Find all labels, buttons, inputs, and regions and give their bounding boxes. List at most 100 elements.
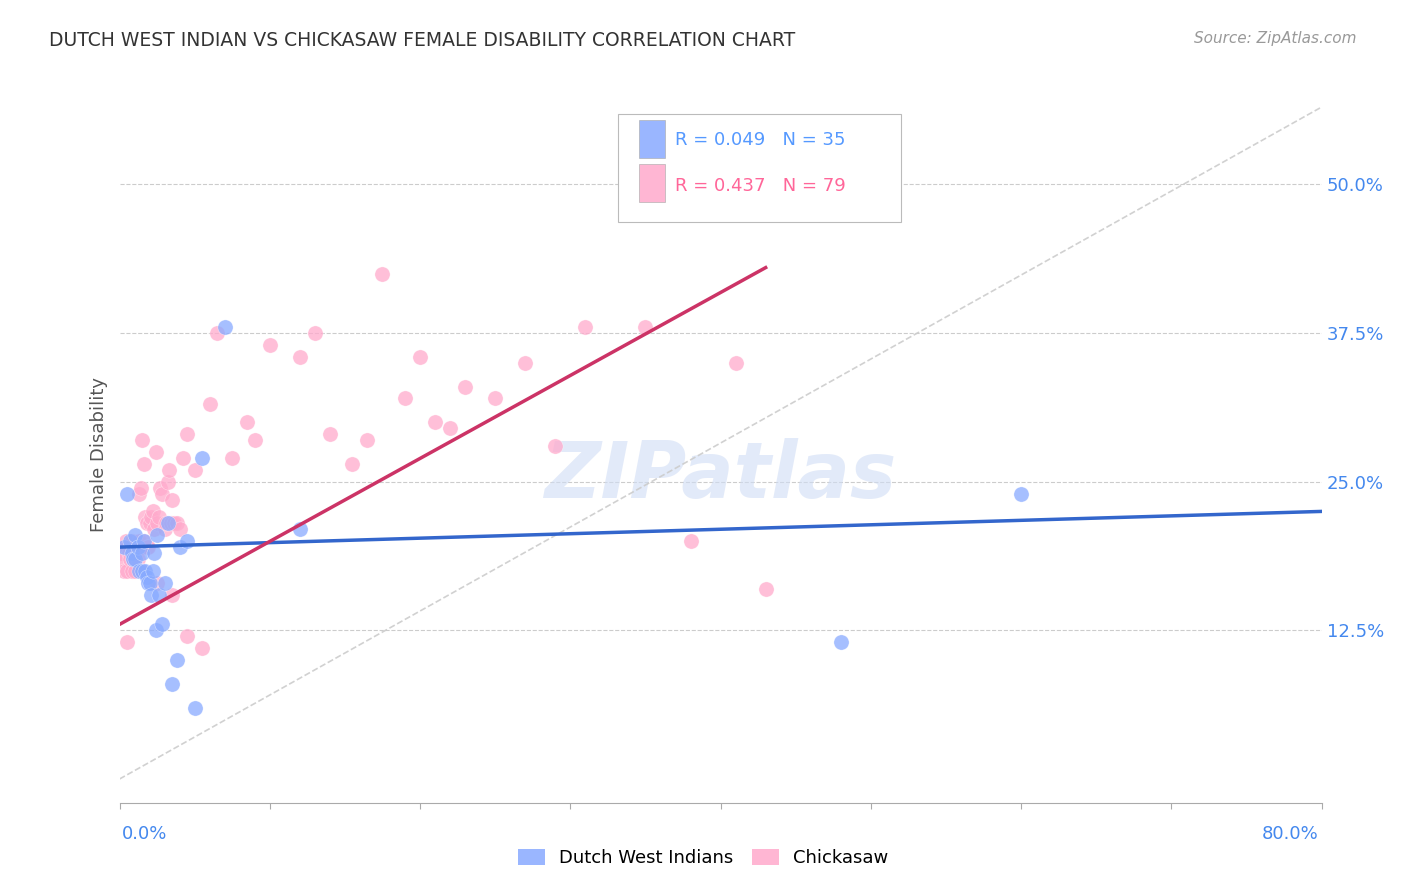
Point xyxy=(259,338,281,352)
Point xyxy=(148,588,170,602)
Point xyxy=(111,540,134,554)
Point xyxy=(198,397,221,411)
Point xyxy=(128,486,150,500)
Point xyxy=(124,552,146,566)
Text: Source: ZipAtlas.com: Source: ZipAtlas.com xyxy=(1194,31,1357,46)
Point xyxy=(423,415,446,429)
Point xyxy=(121,564,143,578)
Point xyxy=(112,564,135,578)
Point xyxy=(288,522,311,536)
Point xyxy=(135,540,157,554)
Point xyxy=(176,629,198,643)
Point xyxy=(214,320,236,334)
Point xyxy=(131,564,153,578)
Point xyxy=(118,534,141,549)
Point xyxy=(169,522,191,536)
Point xyxy=(371,267,394,281)
Point xyxy=(121,534,143,549)
Point xyxy=(156,516,179,531)
Y-axis label: Female Disability: Female Disability xyxy=(90,377,108,533)
Point xyxy=(145,624,167,638)
Point xyxy=(679,534,702,549)
Point xyxy=(409,350,432,364)
Point xyxy=(439,421,461,435)
Point xyxy=(830,635,852,649)
Point xyxy=(146,575,169,590)
Point xyxy=(157,463,180,477)
Point xyxy=(112,552,135,566)
Point xyxy=(142,504,165,518)
Point xyxy=(131,546,153,560)
Point xyxy=(319,427,342,442)
Point xyxy=(143,522,166,536)
Point xyxy=(160,677,183,691)
Point xyxy=(115,564,138,578)
Point xyxy=(454,379,477,393)
Point xyxy=(131,564,153,578)
Point xyxy=(243,433,266,447)
Point xyxy=(135,570,157,584)
Point xyxy=(172,450,194,465)
Point xyxy=(150,617,173,632)
Point xyxy=(160,492,183,507)
Point xyxy=(205,326,228,340)
Point xyxy=(288,350,311,364)
Point xyxy=(124,564,146,578)
Point xyxy=(304,326,326,340)
Point xyxy=(755,582,778,596)
Point xyxy=(634,320,657,334)
Point xyxy=(149,481,172,495)
Text: DUTCH WEST INDIAN VS CHICKASAW FEMALE DISABILITY CORRELATION CHART: DUTCH WEST INDIAN VS CHICKASAW FEMALE DI… xyxy=(49,31,796,50)
Point xyxy=(128,534,150,549)
Point xyxy=(159,516,181,531)
Point xyxy=(156,475,179,489)
Point xyxy=(128,564,150,578)
Point xyxy=(394,392,416,406)
Point xyxy=(136,540,159,554)
Point xyxy=(1010,486,1032,500)
Point xyxy=(115,486,138,500)
Point xyxy=(139,588,162,602)
Text: ZIPatlas: ZIPatlas xyxy=(544,438,897,514)
Point xyxy=(544,439,567,453)
Point xyxy=(138,575,160,590)
Point xyxy=(142,564,165,578)
Point xyxy=(724,356,747,370)
Point xyxy=(134,510,156,524)
Text: R = 0.049   N = 35: R = 0.049 N = 35 xyxy=(675,131,845,149)
Point xyxy=(132,534,155,549)
Point xyxy=(146,528,169,542)
Point xyxy=(125,546,148,560)
Point xyxy=(183,700,205,714)
Point xyxy=(132,457,155,471)
Point xyxy=(131,540,153,554)
Point xyxy=(166,653,188,667)
Point xyxy=(118,552,141,566)
Point xyxy=(221,450,243,465)
Bar xyxy=(638,164,665,202)
Point xyxy=(138,516,160,531)
Point xyxy=(135,516,157,531)
Point xyxy=(176,427,198,442)
Text: 0.0%: 0.0% xyxy=(122,825,167,843)
Point xyxy=(132,534,155,549)
Point xyxy=(183,463,205,477)
Point xyxy=(574,320,596,334)
Point xyxy=(134,564,156,578)
Point xyxy=(124,528,146,542)
Point xyxy=(148,510,170,524)
Point xyxy=(191,450,214,465)
Point xyxy=(153,575,176,590)
FancyBboxPatch shape xyxy=(619,114,901,222)
Point xyxy=(136,575,159,590)
Legend: Dutch West Indians, Chickasaw: Dutch West Indians, Chickasaw xyxy=(510,841,896,874)
Point xyxy=(143,546,166,560)
Point xyxy=(139,510,162,524)
Point xyxy=(191,641,214,656)
Point xyxy=(166,516,188,531)
Point xyxy=(127,552,149,566)
Point xyxy=(121,546,143,560)
Point xyxy=(114,534,136,549)
Point xyxy=(515,356,537,370)
Point xyxy=(162,516,184,531)
